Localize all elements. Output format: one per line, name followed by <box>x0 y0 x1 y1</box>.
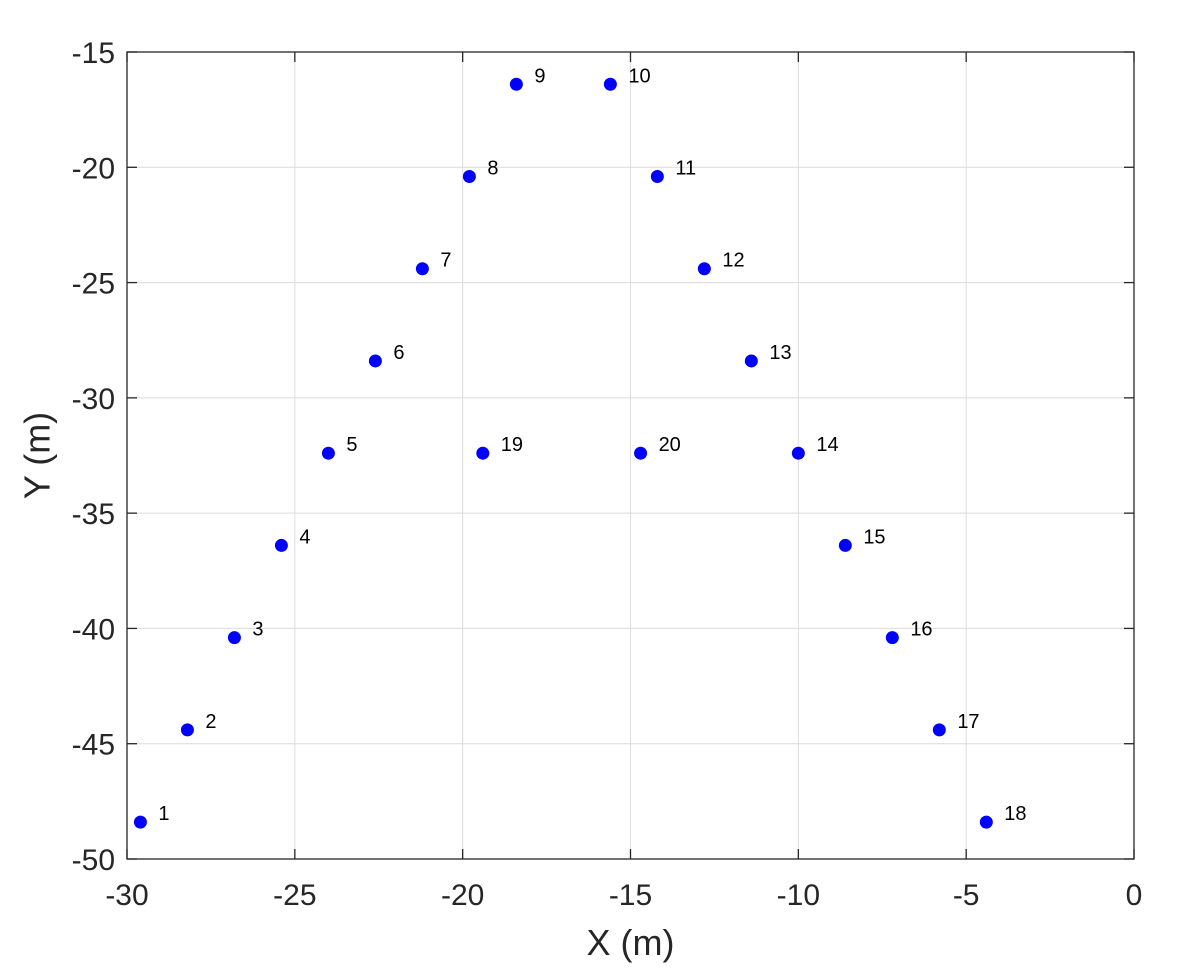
data-point-16 <box>885 631 899 645</box>
data-points <box>133 77 993 829</box>
point-label-18: 18 <box>1004 803 1026 825</box>
data-point-19 <box>476 446 490 460</box>
y-axis-label: Y (m) <box>17 412 58 499</box>
data-point-15 <box>838 538 852 552</box>
plot-frame <box>126 51 1135 860</box>
data-point-6 <box>368 354 382 368</box>
data-point-12 <box>697 262 711 276</box>
point-label-5: 5 <box>346 434 357 456</box>
x-tick-label: -15 <box>609 879 652 912</box>
point-label-16: 16 <box>910 619 932 641</box>
data-point-1 <box>133 815 147 829</box>
point-label-12: 12 <box>722 250 744 272</box>
data-point-17 <box>932 723 946 737</box>
y-tick-label: -40 <box>72 613 115 646</box>
x-tick-label: -5 <box>953 879 980 912</box>
x-axis-label: X (m) <box>587 922 675 963</box>
x-tick-label: 0 <box>1126 879 1143 912</box>
data-point-11 <box>650 170 664 184</box>
data-point-3 <box>227 631 241 645</box>
point-label-1: 1 <box>158 803 169 825</box>
point-label-7: 7 <box>440 250 451 272</box>
x-tick-label: -20 <box>441 879 484 912</box>
point-label-15: 15 <box>863 526 885 548</box>
point-label-19: 19 <box>501 434 523 456</box>
y-tick-label: -50 <box>72 844 115 877</box>
y-tick-label: -45 <box>72 729 115 762</box>
point-label-8: 8 <box>487 158 498 180</box>
data-point-4 <box>274 538 288 552</box>
data-point-18 <box>979 815 993 829</box>
data-point-20 <box>634 446 648 460</box>
x-tick-label: -10 <box>777 879 820 912</box>
data-point-9 <box>509 77 523 91</box>
point-label-11: 11 <box>675 158 696 180</box>
point-label-4: 4 <box>299 526 310 548</box>
point-label-10: 10 <box>628 65 650 87</box>
x-tick-label: -30 <box>105 879 148 912</box>
point-label-3: 3 <box>252 619 263 641</box>
y-tick-label: -35 <box>72 498 115 531</box>
x-tick-label: -25 <box>273 879 316 912</box>
data-point-13 <box>744 354 758 368</box>
y-tick-label: -15 <box>72 37 115 70</box>
data-point-10 <box>603 77 617 91</box>
point-label-14: 14 <box>816 434 838 456</box>
point-label-20: 20 <box>659 434 681 456</box>
y-tick-label: -30 <box>72 383 115 416</box>
y-tick-label: -20 <box>72 152 115 185</box>
x-tick-labels: -30 -25 -20 -15 -10 -5 0 <box>105 879 1142 912</box>
data-point-8 <box>462 170 476 184</box>
data-point-14 <box>791 446 805 460</box>
y-tick-labels: -15 -20 -25 -30 -35 -40 -45 -50 <box>72 37 115 877</box>
point-label-6: 6 <box>393 342 404 364</box>
point-label-17: 17 <box>957 711 979 733</box>
y-tick-label: -25 <box>72 268 115 301</box>
data-point-7 <box>415 262 429 276</box>
point-label-9: 9 <box>534 65 545 87</box>
data-point-2 <box>180 723 194 737</box>
data-point-5 <box>321 446 335 460</box>
point-label-2: 2 <box>205 711 216 733</box>
point-label-13: 13 <box>769 342 791 364</box>
